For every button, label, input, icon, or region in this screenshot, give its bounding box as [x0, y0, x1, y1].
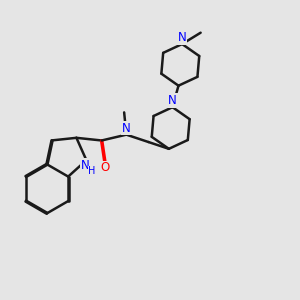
- Text: O: O: [100, 161, 110, 174]
- Text: N: N: [168, 94, 177, 107]
- Text: N: N: [122, 122, 131, 135]
- Text: N: N: [80, 159, 89, 172]
- Text: H: H: [88, 166, 95, 176]
- Text: N: N: [178, 31, 187, 44]
